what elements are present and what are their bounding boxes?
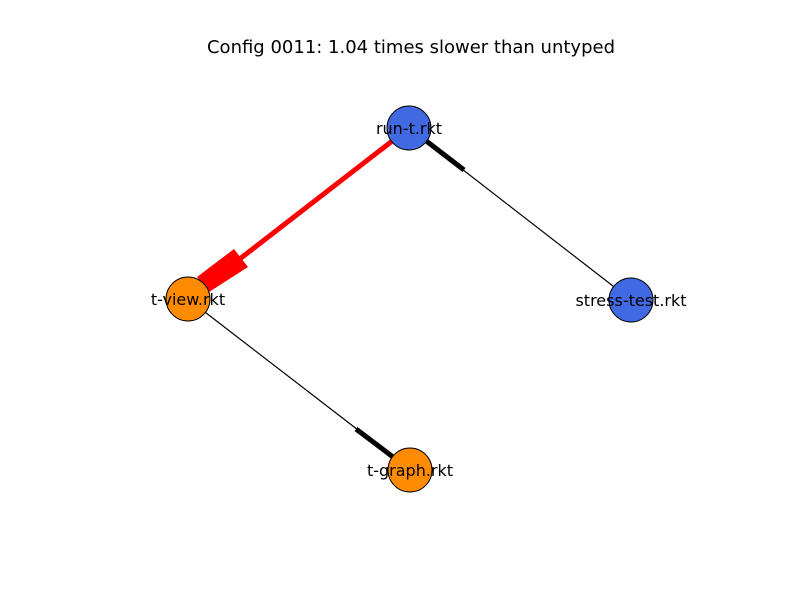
edge-stress-to-run-arrowhead <box>423 138 466 172</box>
node-t-view-label: t-view.rkt <box>151 290 225 309</box>
node-run-t: run-t.rkt <box>376 105 442 151</box>
node-t-view: t-view.rkt <box>151 276 225 322</box>
node-run-t-circle <box>386 105 432 151</box>
node-stress-test-label: stress-test.rkt <box>575 291 686 310</box>
node-t-view-circle <box>165 276 211 322</box>
node-t-graph: t-graph.rkt <box>367 447 453 493</box>
figure-title: Config 0011: 1.04 times slower than unty… <box>207 37 615 58</box>
edge-view-to-graph-arrowhead <box>354 427 395 459</box>
node-stress-test: stress-test.rkt <box>575 277 687 323</box>
node-run-t-label: run-t.rkt <box>376 119 442 138</box>
edge-run-to-view-arrowhead <box>197 249 248 292</box>
node-stress-test-circle <box>608 277 654 323</box>
node-t-graph-circle <box>387 447 433 493</box>
edges-layer <box>186 126 632 471</box>
nodes-layer: run-t.rkt stress-test.rkt t-view.rkt t-g… <box>151 105 687 493</box>
node-t-graph-label: t-graph.rkt <box>367 461 453 480</box>
